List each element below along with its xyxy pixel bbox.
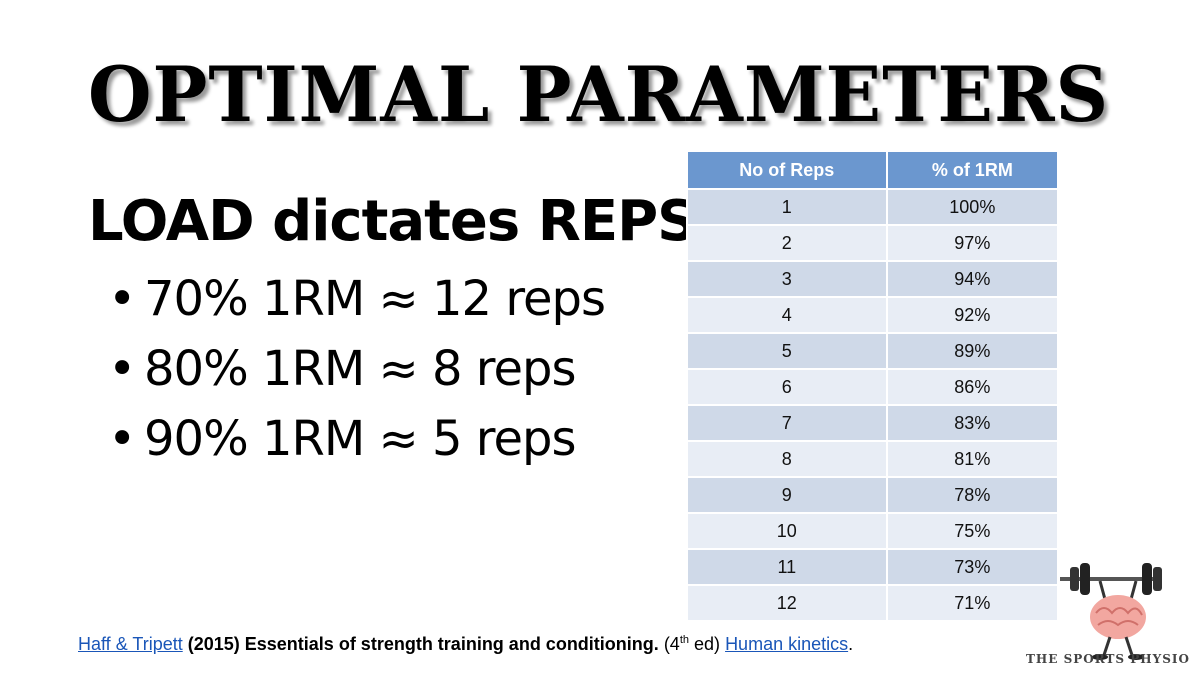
edition-prefix: (4 [663, 634, 680, 654]
table-row: 6 86% [686, 368, 1060, 406]
table-row: 7 83% [686, 404, 1060, 442]
publisher-link[interactable]: Human kinetics [725, 634, 849, 654]
cell-percent: 73% [885, 548, 1060, 586]
edition-suffix: ed) [689, 634, 721, 654]
cell-percent: 83% [885, 404, 1060, 442]
cell-reps: 8 [686, 440, 888, 478]
bullet-list: • 70% 1RM ≈ 12 reps • 80% 1RM ≈ 8 reps • 90… [108, 264, 606, 474]
bullet-item: • 70% 1RM ≈ 12 reps [108, 264, 606, 334]
bullet-dot-icon: • [108, 341, 136, 397]
cell-reps: 6 [686, 368, 888, 406]
logo-text: THE SPORTS PHYSIO [1026, 652, 1190, 666]
cell-reps: 10 [686, 512, 888, 550]
slide-title: OPTIMAL PARAMETERS [88, 50, 1110, 139]
bullet-dot-icon: • [108, 411, 136, 467]
citation-title: (2015) Essentials of strength training a… [187, 634, 659, 654]
table-row: 3 94% [686, 260, 1060, 298]
table-row: 2 97% [686, 224, 1060, 262]
table-row: 8 81% [686, 440, 1060, 478]
bullet-item: • 90% 1RM ≈ 5 reps [108, 404, 605, 474]
cell-percent: 94% [885, 260, 1060, 298]
cell-reps: 11 [686, 548, 888, 586]
cell-percent: 81% [885, 440, 1060, 478]
table-row: 12 71% [686, 584, 1060, 622]
table-row: 11 73% [686, 548, 1060, 586]
cell-percent: 71% [885, 584, 1060, 622]
cell-percent: 89% [885, 332, 1060, 370]
cell-reps: 12 [686, 584, 888, 622]
table-row: 10 75% [686, 512, 1060, 550]
cell-reps: 2 [686, 224, 888, 262]
cell-reps: 5 [686, 332, 888, 370]
table-header-row: No of Reps % of 1RM [686, 150, 1060, 190]
cell-percent: 78% [885, 476, 1060, 514]
edition-sup: th [679, 634, 690, 646]
authors-link[interactable]: Haff & Tripett [78, 634, 183, 654]
bullet-item: • 80% 1RM ≈ 8 reps [108, 334, 605, 404]
cell-percent: 100% [885, 188, 1060, 226]
table-row: 4 92% [686, 296, 1060, 334]
cell-percent: 75% [885, 512, 1060, 550]
bullet-dot-icon: • [108, 271, 136, 327]
header-reps: No of Reps [686, 150, 888, 190]
header-percent: % of 1RM [885, 150, 1060, 190]
cell-reps: 3 [686, 260, 888, 298]
cell-percent: 97% [885, 224, 1060, 262]
cell-percent: 86% [885, 368, 1060, 406]
table-row: 9 78% [686, 476, 1060, 514]
table-row: 1 100% [686, 188, 1060, 226]
cell-reps: 4 [686, 296, 888, 334]
cell-percent: 92% [885, 296, 1060, 334]
cell-reps: 9 [686, 476, 888, 514]
slide-heading: LOAD dictates REPS [88, 189, 697, 254]
citation: Haff & Tripett (2015) Essentials of stre… [78, 634, 853, 655]
citation-end: . [848, 634, 854, 654]
table-row: 5 89% [686, 332, 1060, 370]
brain-barbell-icon [1060, 563, 1162, 660]
cell-reps: 1 [686, 188, 888, 226]
reps-table: No of Reps % of 1RM 1 100% 2 97% 3 94% 4 92%… [686, 150, 1060, 622]
cell-reps: 7 [686, 404, 888, 442]
